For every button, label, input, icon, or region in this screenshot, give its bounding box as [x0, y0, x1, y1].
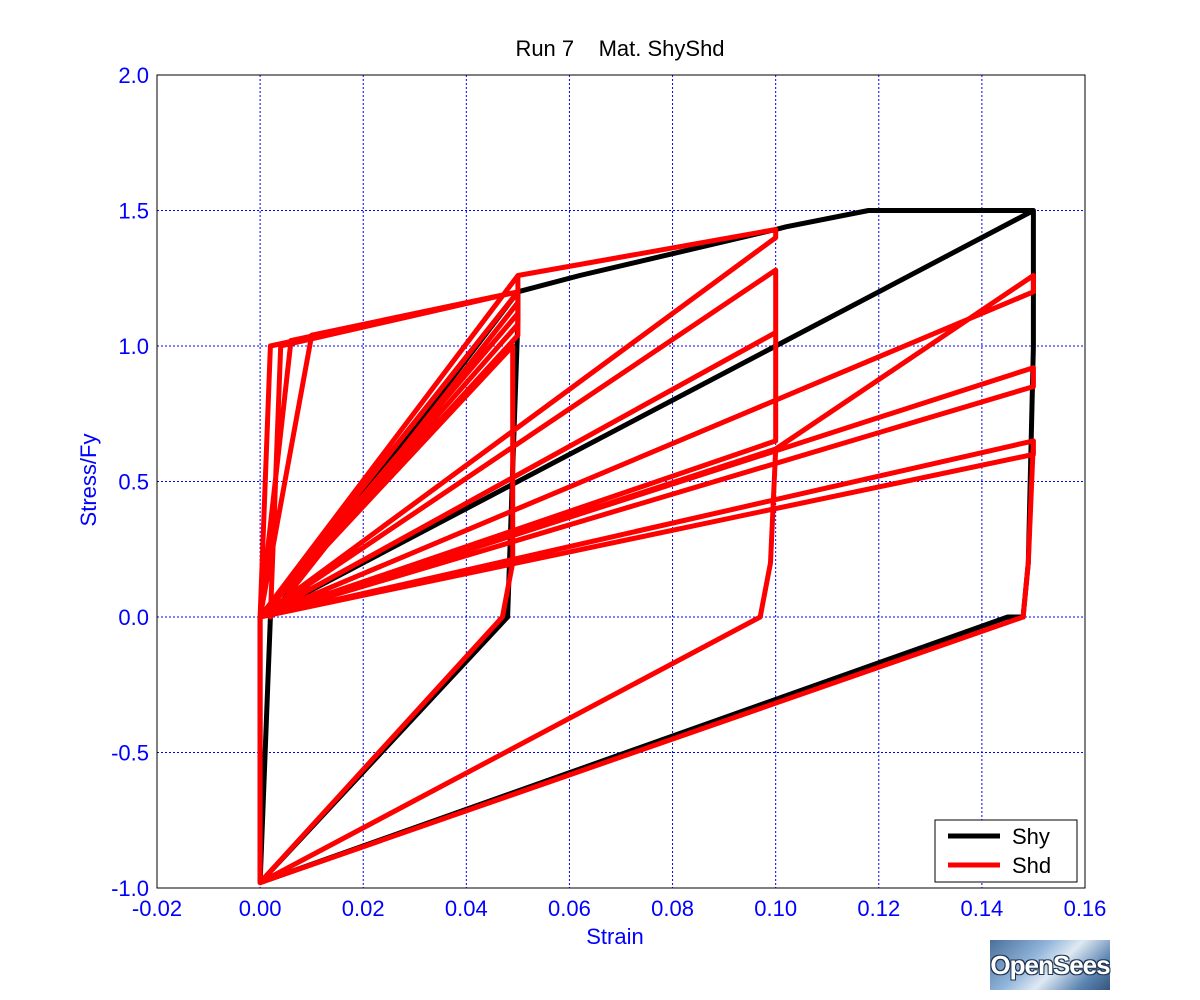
series-layer [257, 208, 1036, 886]
x-tick-label: 0.00 [239, 896, 282, 921]
plot-frame [156, 74, 1086, 889]
x-tick-label: 0.10 [754, 896, 797, 921]
series-line-shd [257, 227, 1036, 886]
legend-label-shd: Shd [1012, 853, 1051, 878]
x-axis-title: Strain [586, 924, 643, 949]
chart-title: Run 7 Mat. ShyShd [515, 36, 724, 61]
x-tick-label: 0.04 [445, 896, 488, 921]
y-tick-labels: -1.0 -0.5 0.0 0.5 1.0 1.5 2.0 [111, 63, 149, 901]
y-tick-label: 0.0 [118, 605, 149, 630]
x-tick-label: 0.06 [548, 896, 591, 921]
x-tick-label: -0.02 [132, 896, 182, 921]
opensees-logo: OpenSees [990, 940, 1111, 990]
x-tick-label: 0.14 [960, 896, 1003, 921]
y-tick-label: 1.5 [118, 199, 149, 224]
logo-text: OpenSees [990, 949, 1110, 980]
x-tick-label: 0.16 [1064, 896, 1107, 921]
x-tick-labels: -0.02 0.00 0.02 0.04 0.06 0.08 0.10 0.12 0.14 0.1… [132, 896, 1106, 921]
y-axis-title: Stress/Fy [76, 434, 101, 527]
y-tick-label: 2.0 [118, 63, 149, 88]
x-tick-label: 0.12 [857, 896, 900, 921]
x-tick-label: 0.02 [342, 896, 385, 921]
x-tick-label: 0.08 [651, 896, 694, 921]
legend-label-shy: Shy [1012, 824, 1050, 849]
y-tick-label: 0.5 [118, 470, 149, 495]
y-tick-label: -0.5 [111, 741, 149, 766]
legend: Shy Shd [934, 819, 1078, 883]
y-tick-label: 1.0 [118, 334, 149, 359]
y-tick-label: -1.0 [111, 876, 149, 901]
legend-box [934, 819, 1078, 883]
